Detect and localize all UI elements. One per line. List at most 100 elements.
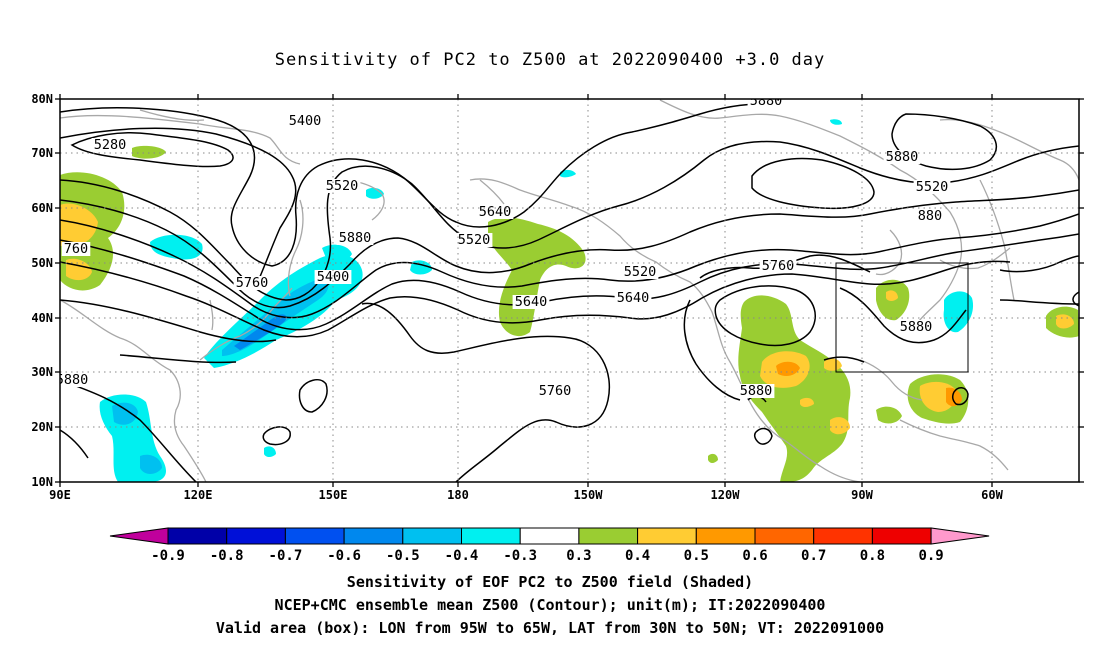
colorbar-swatch: [284, 527, 345, 545]
contour-label-bg: [233, 276, 271, 290]
contour-label-bg: [614, 291, 652, 305]
contour-label-bg: [737, 384, 775, 398]
contour-label: 880: [918, 208, 942, 224]
contour-label-bg: [336, 231, 374, 245]
colorbar-swatch: [402, 527, 462, 545]
lon-tick-label: 90W: [851, 488, 873, 502]
colorbar-label: 0.7: [801, 548, 826, 564]
contour-label: 5520: [458, 232, 491, 248]
shade-lightblue-sc2: [140, 454, 162, 474]
contour-label: 5520: [624, 264, 657, 280]
contour-label: 5760: [539, 383, 572, 399]
contour-label: 5640: [617, 290, 650, 306]
shade-green-dot1: [708, 453, 718, 463]
shade-green-na1: [738, 295, 851, 482]
contour-label-bg: [897, 320, 935, 334]
colorbar-arrow-left: [109, 527, 169, 545]
contour-label-bg: [915, 209, 945, 223]
lat-tick-label: 40N: [31, 311, 53, 325]
contour-label-bg: [314, 270, 352, 284]
chart-title: Sensitivity of PC2 to Z500 at 2022090400…: [274, 50, 826, 70]
contour-label-bg: [883, 150, 921, 164]
contour-label: 5760: [762, 258, 795, 274]
contour-label-bg: [60, 373, 91, 387]
shade-cyan-alaska2: [830, 119, 842, 125]
shade-yellow-na4: [830, 417, 850, 435]
shade-green-carib2: [876, 406, 902, 424]
colorbar-swatch: [637, 527, 697, 545]
contour-label: 5520: [916, 179, 949, 195]
colorbar-label: 0.9: [918, 548, 943, 564]
colorbar-label: 0.8: [860, 548, 885, 564]
shade-yellow-atl: [1056, 314, 1074, 329]
footer-line-3: Valid area (box): LON from 95W to 65W, L…: [215, 619, 885, 637]
colorbar-label: -0.4: [445, 548, 479, 564]
lon-tick-label: 90E: [49, 488, 71, 502]
contour-labels: 5280 5400 5520 5640 5760 5880 5400 5520 5640 5760…: [56, 93, 951, 399]
colorbar: -0.9 -0.8 -0.7 -0.6 -0.5 -0.4 -0.3 0.3 0.4 0.5 0.6…: [109, 527, 990, 564]
colorbar-swatch: [343, 527, 404, 545]
shade-lightblue-sc: [112, 402, 138, 425]
colorbar-swatch: [695, 527, 756, 545]
colorbar-label: 0.5: [684, 548, 709, 564]
lat-tick-label: 30N: [31, 365, 53, 379]
contour-label: 5280: [94, 137, 127, 153]
colorbar-swatch: [226, 527, 286, 545]
lon-tick-label: 120W: [711, 488, 741, 502]
shade-cyan-alaska: [560, 169, 576, 178]
shade-cyan-1: [150, 234, 203, 260]
shade-cyan-3: [366, 187, 384, 199]
lat-tick-label: 10N: [31, 475, 53, 489]
footer-line-1: Sensitivity of EOF PC2 to Z500 field (Sh…: [346, 573, 754, 591]
lat-tick-label: 60N: [31, 201, 53, 215]
contour-label-bg: [536, 384, 574, 398]
colorbar-label: -0.3: [503, 548, 537, 564]
contour-label-bg: [286, 114, 324, 128]
contour-label-bg: [512, 295, 550, 309]
footer-line-2: NCEP+CMC ensemble mean Z500 (Contour); u…: [274, 596, 826, 614]
contour-label: 760: [64, 241, 88, 257]
map-frame: [59, 98, 1080, 483]
shade-yellow-na3: [800, 397, 814, 407]
shade-yellow-na5: [886, 290, 898, 301]
shade-cyan-tiny: [264, 446, 276, 457]
shade-yellow-na2: [824, 358, 842, 371]
lon-tick-label: 60W: [981, 488, 1003, 502]
contour-label: 5400: [289, 113, 322, 129]
contour-label: 5640: [515, 294, 548, 310]
colorbar-swatch: [813, 527, 873, 545]
colorbar-label: -0.6: [327, 548, 361, 564]
contour-label: 5880: [740, 383, 773, 399]
contour-label: 5880: [886, 149, 919, 165]
contour-label: 5760: [236, 275, 269, 291]
contour-label-bg: [91, 138, 129, 152]
colorbar-label: -0.5: [386, 548, 420, 564]
contour-label: 5880: [750, 93, 783, 109]
grid-lines: [60, 99, 1079, 482]
colorbar-label: -0.9: [151, 548, 185, 564]
lon-axis: 90E 120E 150E 180 150W 120W 90W 60W: [49, 94, 1004, 502]
lon-tick-label: 180: [447, 488, 469, 502]
colorbar-label: 0.6: [742, 548, 767, 564]
colorbar-swatch: [461, 527, 521, 545]
shade-green-small: [132, 145, 166, 159]
colorbar-swatch: [167, 527, 228, 545]
shade-yellow-west: [60, 203, 98, 246]
contour-label: 5880: [56, 372, 89, 388]
lat-axis: 80N 70N 60N 50N 40N 30N 20N 10N: [31, 92, 1084, 489]
lon-tick-label: 120E: [184, 488, 213, 502]
z500-contours: [60, 103, 1079, 482]
contour-label-bg: [747, 99, 785, 108]
lat-tick-label: 80N: [31, 92, 53, 106]
valid-area-box: [835, 262, 969, 373]
contour-label-bg: [621, 265, 659, 279]
contour-label-bg: [476, 205, 514, 219]
colorbar-swatch: [578, 527, 639, 545]
contour-label: 5400: [317, 269, 350, 285]
lon-tick-label: 150E: [319, 488, 348, 502]
colorbar-swatch: [871, 527, 932, 545]
colorbar-label: 0.3: [566, 548, 591, 564]
colorbar-swatch: [519, 527, 580, 545]
colorbar-swatch: [754, 527, 815, 545]
